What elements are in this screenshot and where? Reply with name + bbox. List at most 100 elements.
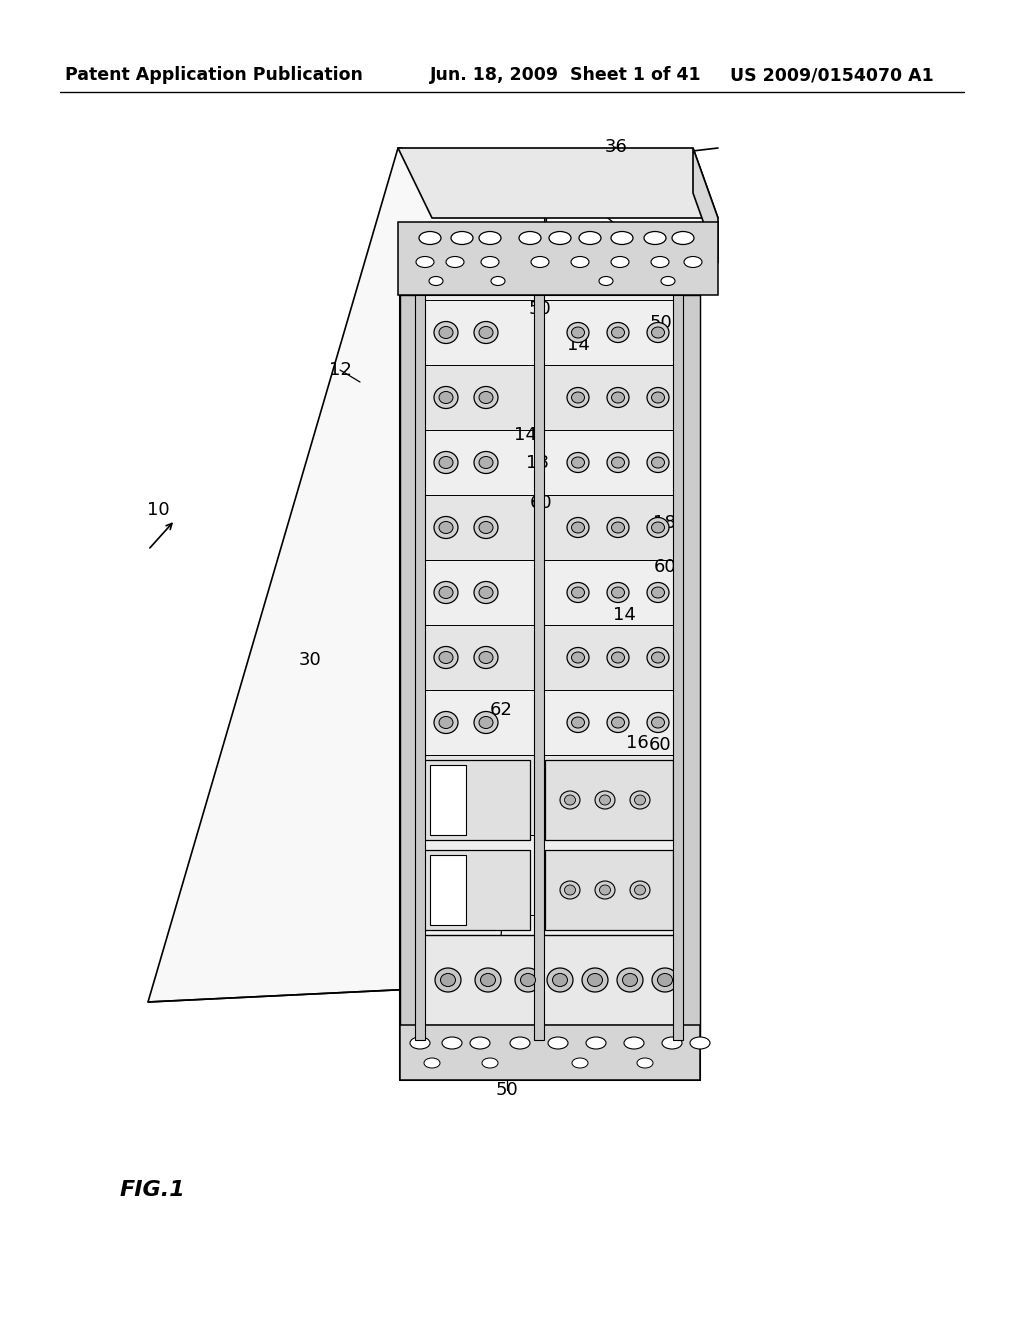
Ellipse shape <box>684 256 702 268</box>
Ellipse shape <box>419 231 441 244</box>
Ellipse shape <box>647 713 669 733</box>
Ellipse shape <box>635 884 645 895</box>
Ellipse shape <box>571 327 585 338</box>
Ellipse shape <box>481 256 499 268</box>
Ellipse shape <box>439 326 453 338</box>
Ellipse shape <box>651 327 665 338</box>
Ellipse shape <box>647 453 669 473</box>
Ellipse shape <box>446 256 464 268</box>
Ellipse shape <box>510 1038 530 1049</box>
Ellipse shape <box>579 231 601 244</box>
Ellipse shape <box>611 231 633 244</box>
Polygon shape <box>540 836 678 915</box>
Ellipse shape <box>567 388 589 408</box>
Ellipse shape <box>651 587 665 598</box>
Ellipse shape <box>651 717 665 729</box>
Ellipse shape <box>672 231 694 244</box>
Text: 50: 50 <box>649 314 673 333</box>
Ellipse shape <box>657 974 673 986</box>
Ellipse shape <box>490 276 505 285</box>
Ellipse shape <box>434 387 458 408</box>
Polygon shape <box>673 294 683 1040</box>
Ellipse shape <box>623 974 638 986</box>
Ellipse shape <box>480 974 496 986</box>
Ellipse shape <box>647 388 669 408</box>
Ellipse shape <box>630 791 650 809</box>
Ellipse shape <box>611 521 625 533</box>
Ellipse shape <box>607 713 629 733</box>
Ellipse shape <box>567 713 589 733</box>
Ellipse shape <box>549 231 571 244</box>
Text: 60: 60 <box>529 494 552 512</box>
Ellipse shape <box>553 974 567 986</box>
Ellipse shape <box>547 968 573 993</box>
Polygon shape <box>418 836 535 915</box>
Polygon shape <box>540 495 678 560</box>
Ellipse shape <box>560 791 580 809</box>
Ellipse shape <box>635 795 645 805</box>
Ellipse shape <box>439 392 453 404</box>
Polygon shape <box>540 300 678 366</box>
Text: Patent Application Publication: Patent Application Publication <box>65 66 362 84</box>
Ellipse shape <box>611 256 629 268</box>
Ellipse shape <box>571 521 585 533</box>
Polygon shape <box>682 294 700 1040</box>
Ellipse shape <box>582 968 608 993</box>
Ellipse shape <box>474 387 498 408</box>
Ellipse shape <box>637 1059 653 1068</box>
Ellipse shape <box>564 795 575 805</box>
Ellipse shape <box>439 717 453 729</box>
Polygon shape <box>418 430 535 495</box>
Polygon shape <box>423 760 530 840</box>
Polygon shape <box>418 560 535 624</box>
Ellipse shape <box>434 451 458 474</box>
Polygon shape <box>540 366 678 430</box>
Ellipse shape <box>651 652 665 663</box>
Ellipse shape <box>647 648 669 668</box>
Polygon shape <box>534 294 544 1040</box>
Text: 14: 14 <box>514 426 537 444</box>
Ellipse shape <box>434 711 458 734</box>
Ellipse shape <box>647 322 669 342</box>
Polygon shape <box>693 148 718 263</box>
Text: 50: 50 <box>528 300 551 318</box>
Ellipse shape <box>647 517 669 537</box>
Polygon shape <box>418 755 535 836</box>
Ellipse shape <box>595 880 615 899</box>
Ellipse shape <box>434 582 458 603</box>
Ellipse shape <box>479 231 501 244</box>
Ellipse shape <box>611 717 625 729</box>
Text: 36: 36 <box>604 139 628 156</box>
Ellipse shape <box>611 587 625 598</box>
Ellipse shape <box>439 521 453 533</box>
Ellipse shape <box>571 717 585 729</box>
Ellipse shape <box>611 652 625 663</box>
Polygon shape <box>148 148 548 1002</box>
Ellipse shape <box>439 586 453 598</box>
Ellipse shape <box>434 322 458 343</box>
Ellipse shape <box>571 587 585 598</box>
Polygon shape <box>423 850 530 931</box>
Ellipse shape <box>434 516 458 539</box>
Ellipse shape <box>647 582 669 602</box>
Ellipse shape <box>442 1038 462 1049</box>
Polygon shape <box>418 690 535 755</box>
Ellipse shape <box>651 457 665 469</box>
Ellipse shape <box>644 231 666 244</box>
Ellipse shape <box>571 652 585 663</box>
Ellipse shape <box>571 256 589 268</box>
Ellipse shape <box>567 453 589 473</box>
Ellipse shape <box>451 231 473 244</box>
Ellipse shape <box>567 582 589 602</box>
Ellipse shape <box>651 256 669 268</box>
Polygon shape <box>400 1026 700 1080</box>
Ellipse shape <box>482 1059 498 1068</box>
Polygon shape <box>540 560 678 624</box>
Ellipse shape <box>440 974 456 986</box>
Ellipse shape <box>424 1059 440 1068</box>
Ellipse shape <box>571 457 585 469</box>
Ellipse shape <box>475 968 501 993</box>
Ellipse shape <box>439 457 453 469</box>
Polygon shape <box>540 430 678 495</box>
Polygon shape <box>430 766 466 836</box>
